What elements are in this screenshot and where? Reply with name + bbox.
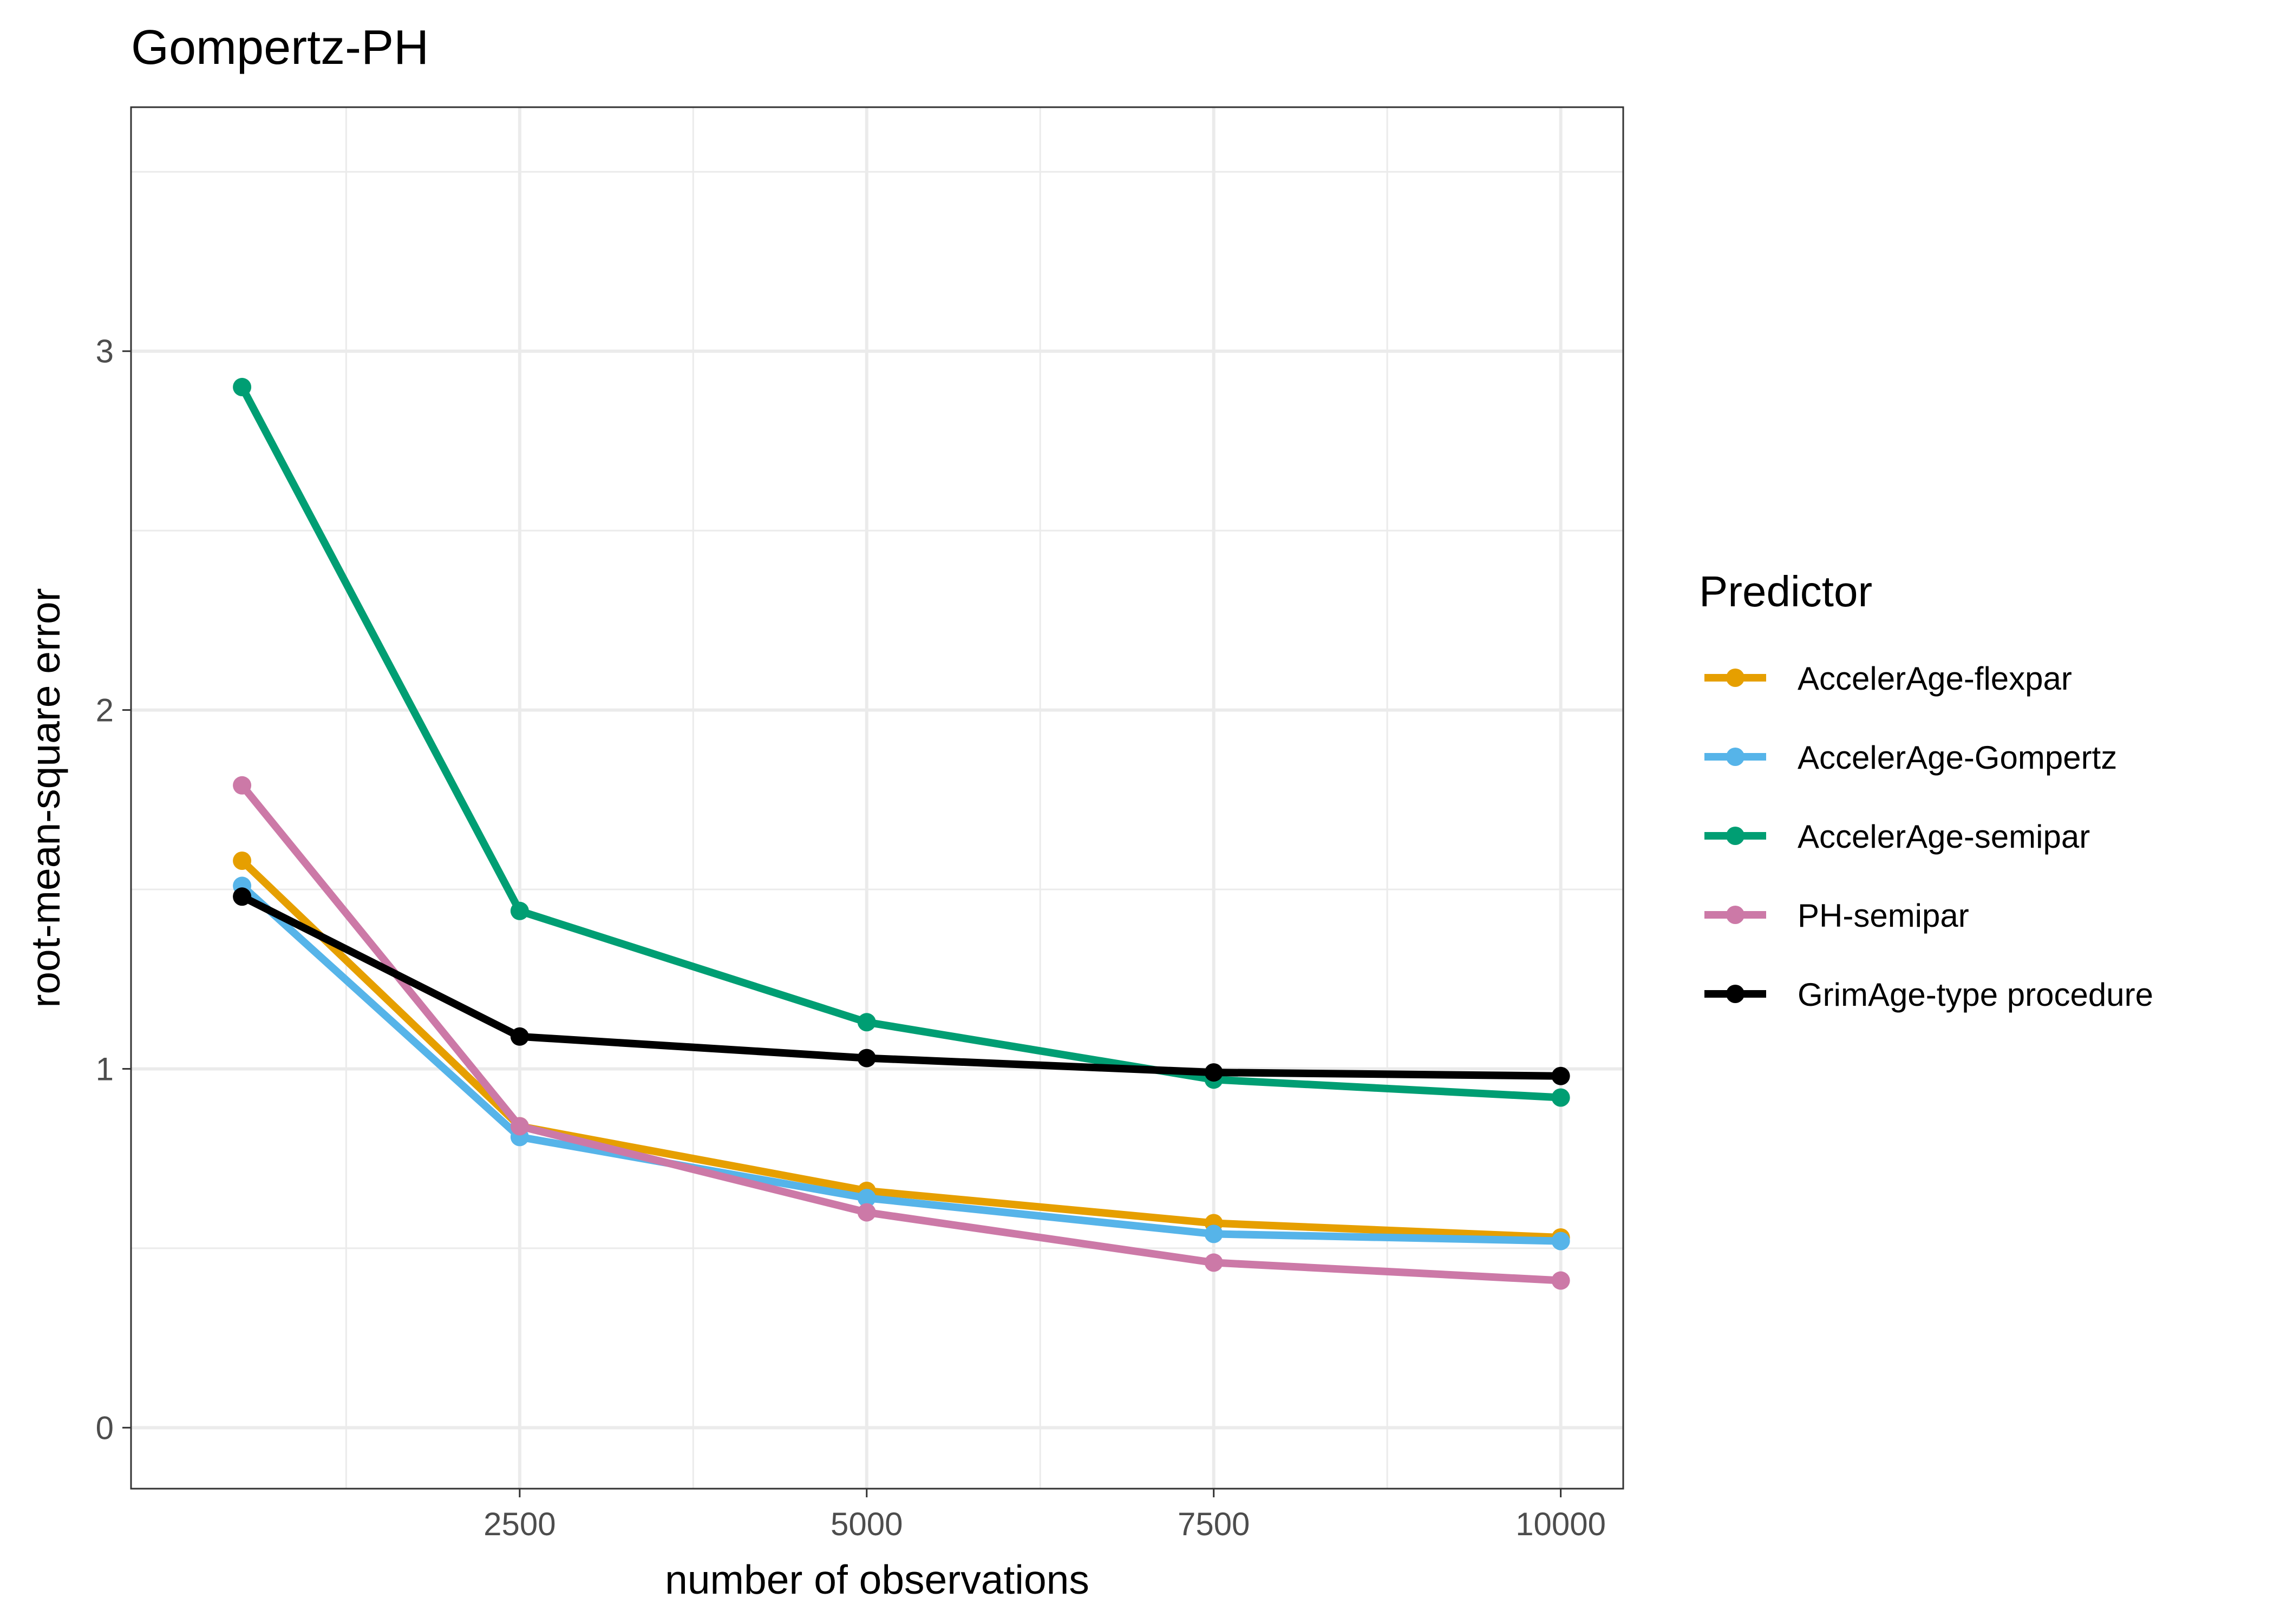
data-point: [857, 1049, 876, 1068]
data-point: [1551, 1271, 1570, 1290]
legend-label: GrimAge-type procedure: [1798, 977, 2153, 1013]
data-point: [510, 901, 529, 920]
legend-items: AccelerAge-flexpar AccelerAge-Gompertz Acc…: [1704, 660, 2153, 1013]
series-GrimAge-type procedure: [233, 887, 1570, 1085]
legend-title: Predictor: [1699, 567, 1872, 615]
data-point: [1551, 1088, 1570, 1107]
x-tick-label: 10000: [1515, 1506, 1606, 1542]
data-point: [1551, 1066, 1570, 1085]
plot-border: [130, 106, 1624, 1490]
y-tick-label: 1: [96, 1051, 114, 1087]
chart-title: Gompertz-PH: [131, 21, 429, 75]
legend-key-point: [1726, 827, 1744, 845]
y-axis-title: root-mean-square error: [23, 588, 68, 1007]
x-tick-label: 2500: [483, 1506, 556, 1542]
data-point: [857, 1203, 876, 1222]
data-point: [857, 1189, 876, 1208]
x-axis: 2500 5000 7500 10000: [483, 1489, 1606, 1542]
minor-gridlines: [131, 107, 1623, 1489]
y-tick-label: 0: [96, 1410, 114, 1446]
legend-item: GrimAge-type procedure: [1704, 977, 2153, 1013]
x-axis-title: number of observations: [665, 1557, 1089, 1602]
legend-item: PH-semipar: [1704, 898, 1969, 934]
legend-item: AccelerAge-semipar: [1704, 818, 2090, 855]
legend-key-point: [1726, 985, 1744, 1003]
data-point: [233, 852, 252, 870]
plot-panel: [130, 106, 1624, 1490]
y-tick-label: 3: [96, 333, 114, 370]
data-point: [510, 1117, 529, 1136]
legend-label: AccelerAge-semipar: [1798, 818, 2090, 855]
data-point: [1204, 1224, 1223, 1243]
data-point: [1204, 1063, 1223, 1082]
legend-label: AccelerAge-Gompertz: [1798, 739, 2117, 776]
plot-background: [131, 107, 1623, 1489]
x-tick-label: 5000: [831, 1506, 903, 1542]
legend-key-point: [1726, 669, 1744, 687]
legend-label: AccelerAge-flexpar: [1798, 660, 2072, 697]
series-layer: [233, 378, 1570, 1290]
x-tick-label: 7500: [1178, 1506, 1250, 1542]
data-point: [1204, 1253, 1223, 1272]
data-point: [510, 1027, 529, 1046]
series-AccelerAge-semipar: [233, 378, 1570, 1107]
y-axis: 0 1 2 3: [96, 333, 131, 1446]
series-PH-semipar: [233, 776, 1570, 1290]
data-point: [233, 887, 252, 906]
data-point: [857, 1013, 876, 1032]
legend-label: PH-semipar: [1798, 898, 1969, 934]
legend-item: AccelerAge-flexpar: [1704, 660, 2072, 697]
legend-item: AccelerAge-Gompertz: [1704, 739, 2117, 776]
legend-key-point: [1726, 906, 1744, 924]
y-tick-label: 2: [96, 692, 114, 729]
legend-key-point: [1726, 748, 1744, 766]
data-point: [1551, 1232, 1570, 1250]
data-point: [233, 378, 252, 397]
data-point: [233, 776, 252, 795]
legend: Predictor AccelerAge-flexpar AccelerAge-G…: [1699, 567, 2153, 1013]
